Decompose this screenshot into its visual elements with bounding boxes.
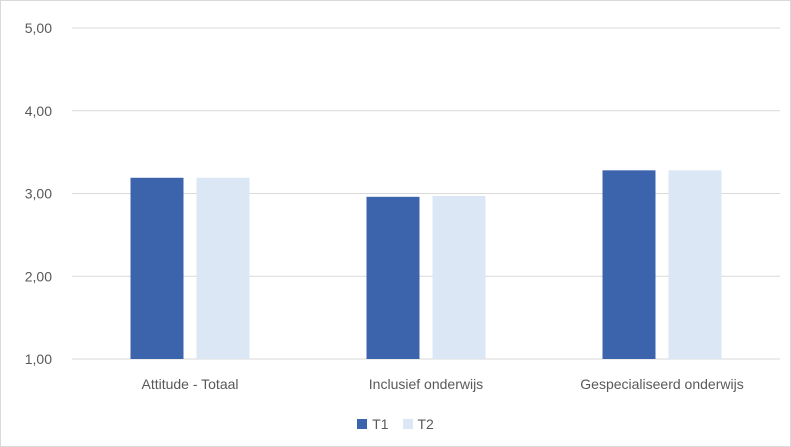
legend-item-t2: T2 — [402, 416, 434, 432]
x-tick-label: Attitude - Totaal — [141, 376, 238, 392]
legend-item-t1: T1 — [357, 416, 389, 432]
bar-t2-2 — [432, 195, 486, 359]
y-tick-label: 3,00 — [25, 186, 52, 202]
legend-swatch-t1 — [357, 419, 368, 429]
y-tick-label: 2,00 — [25, 268, 52, 284]
bar-t2-3 — [668, 170, 722, 359]
y-tick-label: 5,00 — [25, 20, 52, 36]
x-tick-label: Gespecialiseerd onderwijs — [580, 376, 743, 392]
y-tick-label: 4,00 — [25, 103, 52, 119]
legend: T1 T2 — [0, 414, 791, 434]
bar-t1-1 — [130, 177, 184, 359]
bar-t2-1 — [196, 177, 250, 359]
bar-t1-3 — [602, 170, 656, 359]
bar-t1-2 — [366, 196, 420, 359]
legend-label-t1: T1 — [372, 416, 389, 432]
legend-swatch-t2 — [402, 419, 413, 429]
legend-label-t2: T2 — [417, 416, 434, 432]
y-tick-label: 1,00 — [25, 351, 52, 367]
x-tick-label: Inclusief onderwijs — [369, 376, 483, 392]
